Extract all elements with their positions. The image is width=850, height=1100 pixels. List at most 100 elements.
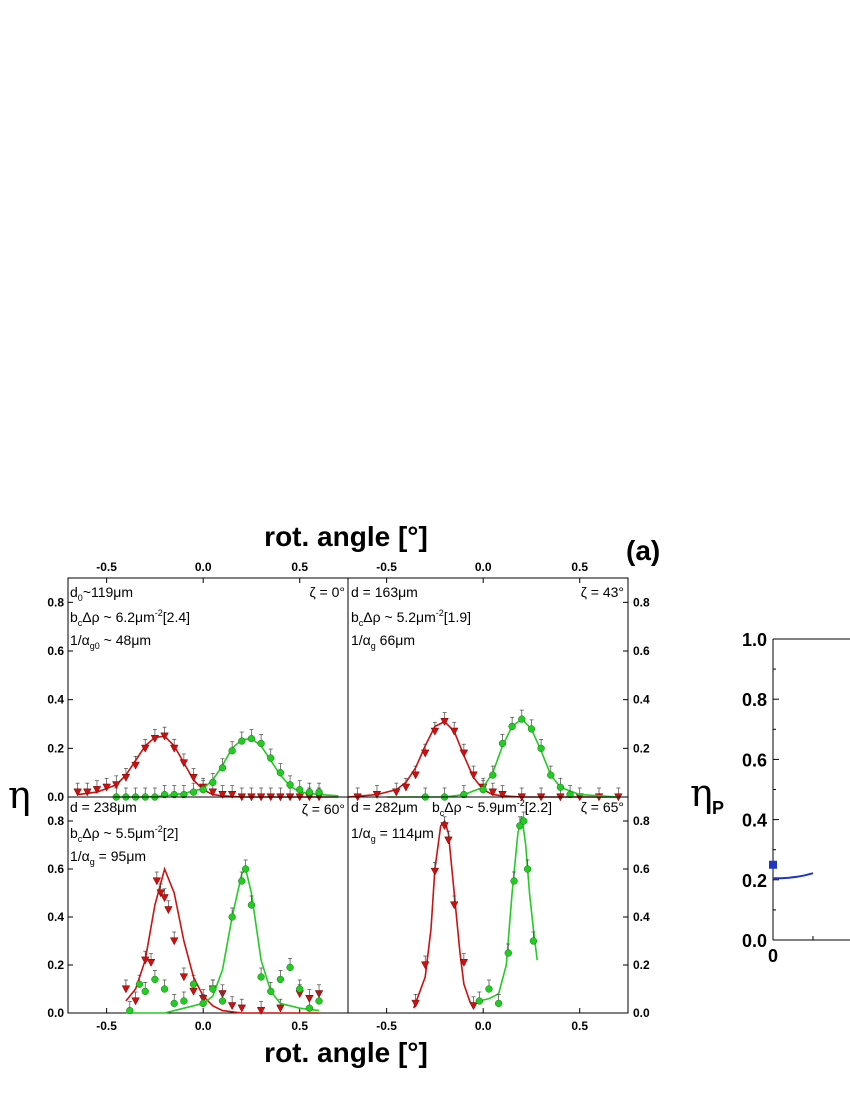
data-point-triangle [256,1007,266,1015]
right-y-axis-symbol: η [690,771,713,815]
data-point-circle [566,790,574,799]
data-point-circle [475,997,483,1005]
annotations-top-left: d0~119μm bcΔρ ~ 6.2μm-2[2.4] 1/αg0 ~ 48μ… [70,584,345,651]
data-point-circle [199,999,207,1008]
ann-line1-a: d = 282μm [351,799,418,815]
svg-text:bcΔρ ~ 6.2μm-2[2.4]: bcΔρ ~ 6.2μm-2[2.4] [70,608,190,628]
data-point-triangle [73,788,82,797]
x-tick-label: -0.5 [96,560,117,574]
data-point-circle [510,877,518,885]
right-fit-curve [773,872,814,880]
data-point-circle [199,786,207,794]
data-point-triangle [440,718,449,726]
ann-line3-b: = 95μm [95,848,146,864]
data-point-triangle [131,997,140,1006]
data-point-circle [504,949,512,957]
y-tick-label: 0.2 [633,958,650,972]
ann-line2-a: b [351,609,359,625]
data-point-circle [228,747,236,755]
data-point-triangle [237,1004,247,1013]
data-point-circle [247,734,256,743]
x-tick-label: 0.0 [195,1019,212,1033]
ann-line3-a: 1/α [70,848,90,864]
data-point-triangle [401,783,411,792]
data-point-triangle [141,956,150,965]
data-point-triangle [121,773,131,782]
data-point-triangle [459,749,469,758]
ann-line1-a: d = 163μm [351,584,418,600]
ann-line3-sub: g [371,641,376,651]
ann-line1-sub: 0 [78,593,83,603]
data-point-circle [189,980,198,988]
ann-line2-c: [2] [163,825,179,841]
right-y-tick-label: 1.0 [742,630,767,650]
ann-line2-b: Δρ ~ 5.5μm [82,825,154,841]
ann-zeta: ζ = 65° [581,799,624,815]
ann-line2-sup: -2 [155,824,163,834]
data-point-circle [209,778,217,787]
ann-line2-a: b [70,609,78,625]
y-tick-label: 0.4 [633,910,650,924]
panel-top-right: 0.2 0.4 0.6 0.8 -0.5 0.0 0.5 [347,560,650,802]
data-point-circle [267,754,275,762]
data-point-triangle [276,1004,285,1013]
y-tick-label: 0.6 [633,862,650,876]
data-point-circle [180,997,188,1005]
data-point-triangle [164,906,173,915]
fit-curve-triangle [412,819,475,1009]
x-tick-label: 0.5 [291,1019,308,1033]
data-point-triangle [189,987,198,996]
ann-line2-sub: c [359,618,364,628]
y-tick-label: 0.6 [633,644,650,658]
right-y-tick-label: 0.4 [742,811,767,831]
data-point-triangle [218,791,227,799]
y-tick-label: 0.8 [633,595,650,609]
data-point-circle [489,771,497,779]
data-point-circle [479,786,487,794]
data-point-circle [257,973,265,981]
data-point-triangle [141,744,150,753]
x-tick-label: 0.5 [571,1019,588,1033]
ann-zeta: ζ = 43° [581,584,624,600]
data-point-triangle [430,867,440,876]
data-point-triangle [150,735,160,743]
data-point-triangle [169,937,179,946]
data-point-circle [296,985,304,993]
data-point-circle [141,987,149,996]
svg-text:1/αg = 114μm: 1/αg = 114μm [351,825,434,844]
annotations-bottom-left: d = 238μm bcΔρ ~ 5.5μm-2[2] 1/αg = 95μm … [70,799,345,867]
data-point-circle [160,790,169,799]
panel-bottom-right: 0.0 0.2 0.4 0.6 0.8 -0.5 0.0 0.5 [347,796,650,1033]
data-point-circle [218,764,227,772]
ann-line2-b: Δρ ~ 5.2μm [363,609,435,625]
data-point-circle [218,997,227,1005]
data-point-circle [537,744,545,752]
ann-line2-sup: -2 [155,608,163,618]
fit-curve-circle [479,816,538,1002]
ann-line2-c: [1.9] [444,609,471,625]
y-tick-label: 0.2 [47,958,64,972]
data-point-triangle [189,773,198,782]
fit-curve-circle [116,737,339,798]
bottom-axis-title: rot. angle [°] [264,1037,428,1068]
ann-line2-sup: -2 [436,608,444,618]
data-point-triangle [102,783,111,792]
right-y-axis-subscript: P [712,798,724,818]
data-point-triangle [156,889,165,898]
data-point-triangle [92,786,102,795]
data-point-circle [267,987,275,996]
data-point-triangle [444,836,453,845]
ann-line1-b: ~119μm [83,584,133,600]
data-point-circle [315,997,323,1005]
right-y-tick-label: 0.2 [742,871,767,891]
data-point-circle [276,975,285,984]
svg-text:d0~119μm: d0~119μm [70,584,133,603]
svg-text:bcΔρ ~ 5.9μm-2[2.2]: bcΔρ ~ 5.9μm-2[2.2] [432,798,552,818]
data-point-circle [508,722,516,731]
data-point-triangle [227,791,237,799]
svg-text:1/αg0 ~ 48μm: 1/αg0 ~ 48μm [70,632,151,651]
ann-line3-a: 1/α [351,632,371,648]
ann-zeta: ζ = 0° [309,584,345,600]
ann-line3-a: 1/α [351,825,371,841]
data-point-circle [494,999,503,1008]
